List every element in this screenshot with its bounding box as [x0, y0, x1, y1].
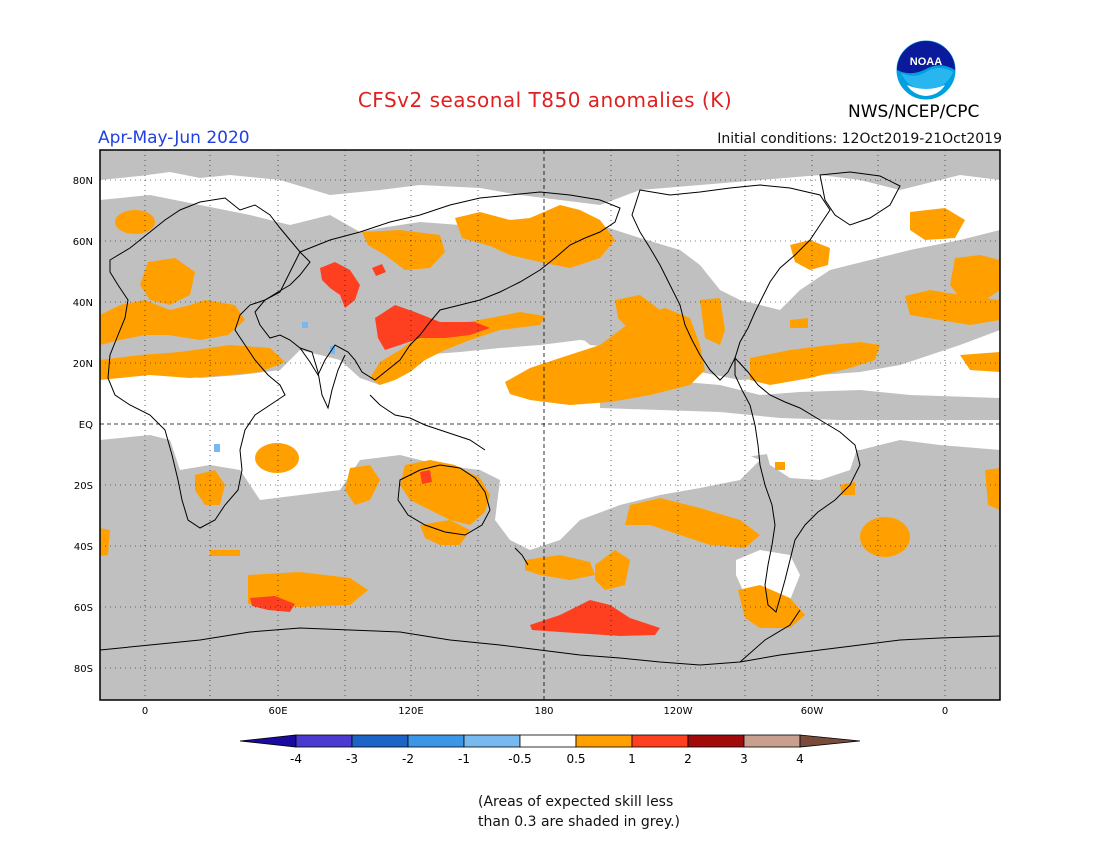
colorbar: -4 -3 -2 -1 -0.5 0.5 1 2 3 4: [239, 734, 861, 766]
lat-label: 40N: [73, 298, 93, 309]
season-label: Apr-May-Jun 2020: [98, 128, 250, 148]
colorbar-label: 2: [684, 752, 692, 766]
lat-label: 60N: [73, 237, 93, 248]
skill-note: (Areas of expected skill less than 0.3 a…: [478, 792, 680, 832]
lon-label: 120W: [664, 706, 693, 717]
lon-label: 0: [142, 706, 148, 717]
initial-conditions-label: Initial conditions: 12Oct2019-21Oct2019: [717, 131, 1002, 147]
colorbar-swatch: [575, 734, 633, 748]
cool-anomaly-0.5-1: [214, 322, 335, 452]
lat-label: 60S: [74, 603, 93, 614]
lon-label: 60W: [801, 706, 824, 717]
lat-label: 80N: [73, 176, 93, 187]
lat-label: EQ: [79, 420, 93, 431]
lon-label: 180: [534, 706, 553, 717]
noaa-logo-text: NOAA: [910, 56, 942, 68]
agency-label: NWS/NCEP/CPC: [848, 102, 980, 122]
colorbar-swatch: [407, 734, 465, 748]
colorbar-swatch: [351, 734, 409, 748]
equator-dateline: [100, 150, 1000, 700]
map-title: CFSv2 seasonal T850 anomalies (K): [357, 88, 733, 112]
colorbar-swatch: [519, 734, 577, 748]
colorbar-swatch: [239, 734, 297, 748]
colorbar-label: 4: [796, 752, 804, 766]
warm-anomaly-0.5-1: [100, 205, 1000, 628]
lat-label: 80S: [74, 664, 93, 675]
map-border: [99, 149, 1001, 701]
colorbar-label: 0.5: [566, 752, 585, 766]
lat-label: 20N: [73, 359, 93, 370]
colorbar-label: -4: [290, 752, 302, 766]
lon-label: 120E: [398, 706, 423, 717]
continent-outlines: [100, 171, 1000, 666]
skill-note-line: than 0.3 are shaded in grey.): [478, 814, 681, 830]
lat-label: 40S: [74, 542, 93, 553]
colorbar-swatch: [799, 734, 861, 748]
latitude-labels: 80N 60N 40N 20N EQ 20S 40S 60S 80S: [73, 176, 93, 675]
colorbar-label: 3: [740, 752, 748, 766]
colorbar-label: -1: [458, 752, 470, 766]
colorbar-swatch: [631, 734, 689, 748]
colorbar-label: -3: [346, 752, 358, 766]
lat-lon-grid: [100, 150, 1000, 700]
colorbar-swatch: [463, 734, 521, 748]
longitude-labels: 0 60E 120E 180 120W 60W 0: [142, 706, 948, 717]
colorbar-label: -2: [402, 752, 414, 766]
lat-label: 20S: [74, 481, 93, 492]
colorbar-swatch: [743, 734, 801, 748]
lon-label: 0: [942, 706, 948, 717]
warm-anomaly-1-2: [250, 262, 660, 636]
noaa-logo: NOAA: [895, 39, 957, 101]
colorbar-swatch: [687, 734, 745, 748]
colorbar-label: -0.5: [508, 752, 531, 766]
colorbar-swatch: [295, 734, 353, 748]
lon-label: 60E: [268, 706, 287, 717]
skill-note-line: (Areas of expected skill less: [478, 794, 674, 810]
colorbar-label: 1: [628, 752, 636, 766]
